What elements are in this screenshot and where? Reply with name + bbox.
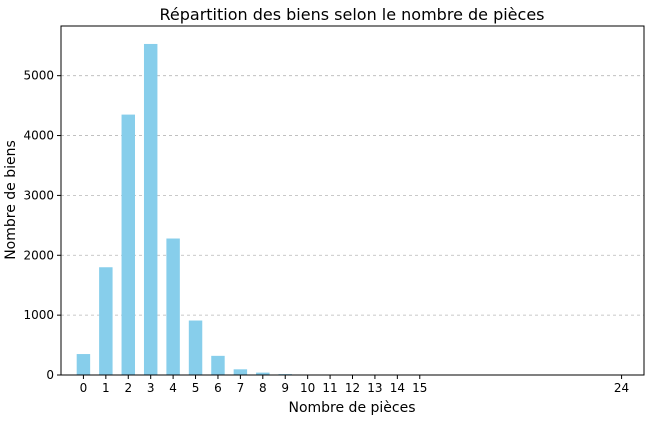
- x-tick-label: 5: [192, 381, 200, 395]
- bar: [256, 372, 270, 375]
- y-tick-label: 4000: [23, 129, 54, 143]
- x-tick-label: 0: [80, 381, 88, 395]
- x-tick-label: 3: [147, 381, 155, 395]
- bar: [76, 354, 91, 375]
- x-tick-label: 2: [124, 381, 132, 395]
- y-tick-label: 3000: [23, 188, 54, 202]
- bars: [76, 43, 629, 375]
- x-tick-label: 1: [102, 381, 110, 395]
- bar: [188, 320, 203, 375]
- y-axis-ticks: 0 1000 2000 3000 4000 5000: [23, 69, 61, 382]
- bar: [211, 355, 225, 375]
- bar: [233, 369, 248, 375]
- x-axis-label: Nombre de pièces: [288, 400, 415, 416]
- bar: [99, 267, 113, 375]
- bar: [121, 114, 135, 375]
- bar: [143, 43, 158, 375]
- x-tick-label: 9: [281, 381, 289, 395]
- x-tick-label: 6: [214, 381, 222, 395]
- y-tick-label: 2000: [23, 248, 54, 262]
- x-axis-ticks: 0 1 2 3 4 5 6 7 8 9 10 11 12 13 14 15 24: [80, 375, 629, 395]
- bar: [166, 238, 180, 375]
- x-tick-label: 24: [614, 381, 629, 395]
- x-tick-label: 14: [390, 381, 405, 395]
- y-tick-label: 0: [46, 368, 54, 382]
- y-tick-label: 1000: [23, 308, 54, 322]
- x-tick-label: 10: [300, 381, 315, 395]
- x-tick-label: 15: [412, 381, 427, 395]
- chart-title: Répartition des biens selon le nombre de…: [159, 5, 544, 24]
- x-tick-label: 4: [169, 381, 177, 395]
- x-tick-label: 11: [322, 381, 337, 395]
- y-axis-label: Nombre de biens: [3, 140, 19, 260]
- x-tick-label: 12: [345, 381, 360, 395]
- x-tick-label: 13: [367, 381, 382, 395]
- x-tick-label: 8: [259, 381, 267, 395]
- x-tick-label: 7: [237, 381, 245, 395]
- y-tick-label: 5000: [23, 69, 54, 83]
